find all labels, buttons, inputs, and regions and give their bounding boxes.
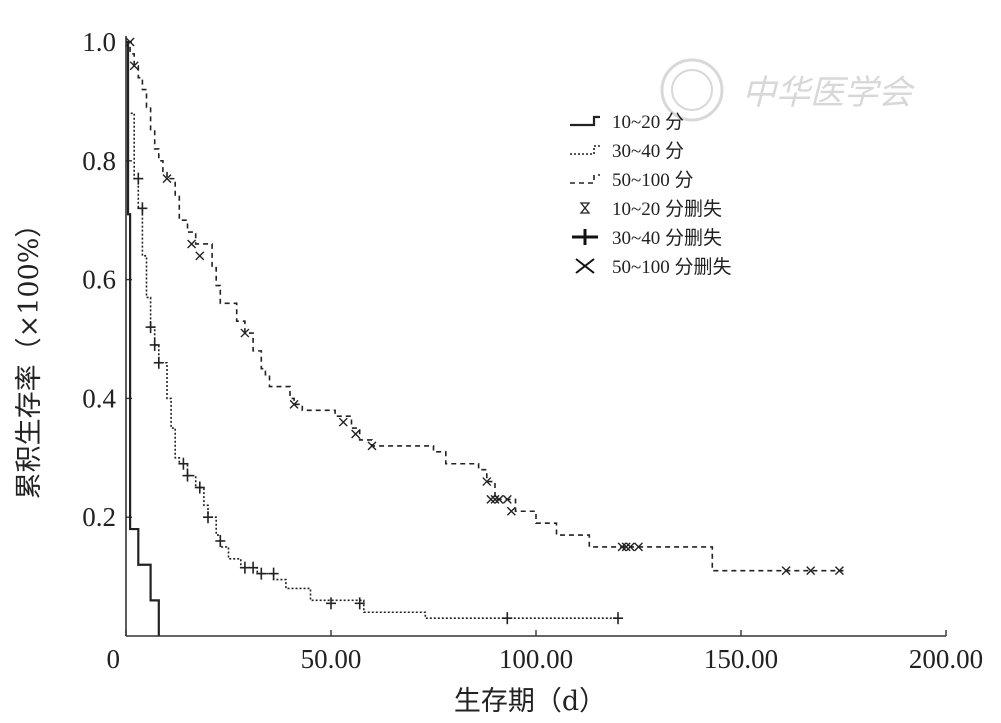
y-tick-label: 0.2 (82, 502, 116, 532)
censor-marker-3 (162, 174, 172, 184)
censor-marker-2 (145, 321, 156, 334)
watermark-text: 中华医学会 (742, 73, 916, 113)
censor-marker-2 (153, 356, 164, 369)
legend-item-series-3: 50~100 分 (570, 169, 694, 191)
series-line-3 (126, 41, 844, 572)
series-layer (126, 40, 844, 636)
censor-marker-3 (806, 566, 816, 576)
y-ticks: 0.2 0.4 0.6 0.8 1.0 (82, 27, 132, 532)
censor-layer (125, 37, 844, 625)
x-tick-label: 100.00 (499, 644, 573, 674)
censor-marker-2 (502, 612, 513, 625)
censor-marker-2 (248, 561, 259, 574)
legend-item-series-2: 30~40 分 (570, 140, 684, 162)
censor-marker-3 (240, 328, 250, 338)
censor-marker-3 (781, 566, 791, 576)
censor-marker-2 (268, 567, 279, 580)
legend-label: 10~20 分 (612, 111, 684, 133)
censor-marker-2 (354, 597, 365, 610)
censor-marker-3 (617, 542, 627, 552)
censor-marker-2 (613, 612, 623, 625)
series-line-1 (126, 40, 160, 636)
x-ticks: 0 50.00 100.00 150.00 200.00 (107, 630, 983, 674)
watermark-seal-icon (660, 58, 724, 122)
censor-marker-3 (482, 477, 492, 487)
censor-marker-3 (289, 399, 299, 409)
censor-marker-3 (621, 542, 631, 552)
legend-item-series-1: 10~20 分 (570, 111, 684, 133)
x-tick-label: 150.00 (704, 644, 778, 674)
legend-label: 30~40 分 (612, 140, 684, 162)
y-tick-label: 0.4 (82, 383, 116, 413)
censor-marker-2 (178, 457, 189, 470)
legend-item-censored-2: 30~40 分删失 (572, 227, 722, 249)
x-axis-title: 生存期（d） (454, 686, 606, 717)
censor-marker-3 (634, 542, 643, 552)
y-tick-label: 0.8 (82, 146, 116, 176)
censor-marker-3 (125, 37, 135, 47)
censor-marker-3 (625, 542, 635, 552)
censor-marker-3 (338, 417, 348, 427)
legend-item-censored-1: 10~20 分删失 (579, 198, 722, 220)
censor-marker-3 (187, 239, 197, 249)
legend-censor-swatch (572, 229, 598, 245)
legend-label: 50~100 分删失 (612, 256, 732, 278)
y-tick-label: 1.0 (82, 27, 116, 57)
censor-marker-3 (494, 494, 504, 504)
y-axis-title: 累积生存率（×100%） (14, 211, 45, 500)
censor-marker-2 (194, 481, 205, 494)
censor-marker-3 (506, 506, 516, 516)
legend-item-censored-3: 50~100 分删失 (575, 256, 732, 278)
censor-marker-2 (215, 534, 226, 547)
censor-marker-3 (195, 251, 205, 261)
censor-marker-3 (129, 61, 139, 71)
x-tick-label: 50.00 (301, 644, 362, 674)
censor-marker-3 (367, 441, 377, 451)
censor-marker-2 (326, 597, 336, 610)
watermark: 中华医学会 (660, 58, 916, 122)
x-tick-label: 0 (107, 644, 121, 674)
censor-marker-2 (256, 567, 267, 580)
censor-marker-2 (182, 469, 193, 482)
legend-swatch (570, 115, 600, 127)
x-tick-label: 200.00 (909, 644, 983, 674)
censor-marker-2 (203, 511, 213, 524)
legend-censor-swatch (575, 258, 595, 274)
axes (125, 36, 946, 637)
legend-label: 50~100 分 (612, 169, 694, 191)
legend-swatch (570, 145, 600, 155)
y-tick-label: 0.6 (82, 265, 116, 295)
legend-censor-swatch (579, 202, 591, 214)
censor-marker-3 (502, 494, 512, 504)
legend: 10~20 分 30~40 分 50~100 分 10~20 分删失 30~40 分删失… (570, 111, 732, 278)
series-line-2 (126, 41, 618, 619)
legend-label: 30~40 分删失 (612, 227, 722, 249)
censor-marker-3 (486, 494, 496, 504)
censor-marker-3 (834, 566, 844, 576)
censor-marker-2 (149, 338, 160, 351)
legend-swatch (570, 174, 600, 184)
legend-label: 10~20 分删失 (612, 198, 722, 220)
censor-marker-2 (133, 172, 144, 185)
censor-marker-3 (490, 494, 500, 504)
censor-marker-2 (137, 202, 148, 215)
censor-marker-3 (351, 429, 361, 439)
